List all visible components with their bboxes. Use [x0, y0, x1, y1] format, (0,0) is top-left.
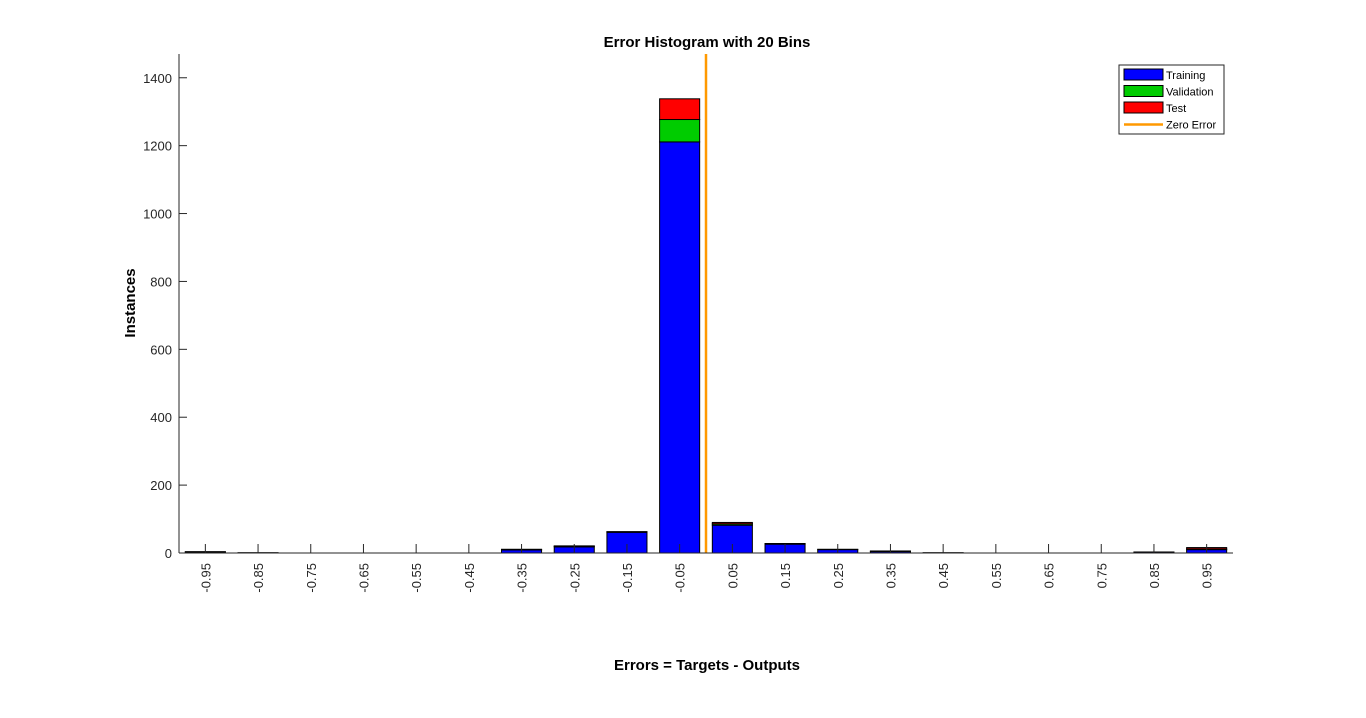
x-tick-label-3: -0.65	[356, 563, 371, 593]
bar-training-9	[659, 141, 701, 554]
x-tick-label-16: 0.65	[1042, 563, 1057, 588]
x-tick-label-9: -0.05	[673, 563, 688, 593]
legend-label-1: Validation	[1166, 87, 1214, 99]
y-axis-title: Instances	[122, 268, 139, 337]
bar-test-10	[711, 521, 753, 525]
x-tick-label-19: 0.95	[1200, 563, 1215, 588]
y-tick-label-1: 200	[150, 478, 172, 493]
x-tick-label-8: -0.15	[620, 563, 635, 593]
x-tick-label-2: -0.75	[304, 563, 319, 593]
x-tick-label-18: 0.85	[1147, 563, 1162, 588]
y-tick-label-0: 0	[165, 546, 172, 561]
x-tick-label-4: -0.55	[409, 563, 424, 593]
legend-label-3: Zero Error	[1166, 120, 1216, 132]
x-tick-label-7: -0.25	[567, 563, 582, 593]
bars-group	[184, 54, 1228, 554]
x-tick-label-6: -0.35	[515, 563, 530, 593]
y-tick-label-7: 1400	[143, 71, 172, 86]
y-tick-label-2: 400	[150, 410, 172, 425]
y-tick-label-6: 1200	[143, 139, 172, 154]
x-tick-label-10: 0.05	[725, 563, 740, 588]
legend-swatch-test	[1123, 101, 1164, 114]
bar-validation-9	[659, 119, 701, 143]
x-tick-label-17: 0.75	[1094, 563, 1109, 588]
bar-test-9	[659, 98, 701, 121]
legend-swatch-validation	[1123, 85, 1164, 97]
axes-group: 0 200 400 600 800 1000 1200 1400 -0.95 -0.85 -0.75…	[143, 54, 1233, 593]
x-tick-label-14: 0.45	[936, 563, 951, 588]
x-tick-label-11: 0.15	[778, 563, 793, 588]
x-tick-label-12: 0.25	[831, 563, 846, 588]
x-tick-label-15: 0.55	[989, 563, 1004, 588]
y-tick-label-4: 800	[150, 274, 172, 289]
legend: Training Validation Test Zero Error	[1118, 64, 1225, 135]
x-tick-label-0: -0.95	[198, 563, 213, 593]
x-tick-label-1: -0.85	[251, 563, 266, 593]
x-tick-label-5: -0.45	[462, 563, 477, 593]
legend-label-0: Training	[1166, 70, 1205, 82]
x-tick-label-13: 0.35	[883, 563, 898, 588]
legend-label-2: Test	[1166, 103, 1186, 115]
legend-swatch-training	[1123, 68, 1164, 81]
y-tick-label-5: 1000	[143, 207, 172, 222]
y-tick-label-3: 600	[150, 342, 172, 357]
x-axis-title: Errors = Targets - Outputs	[614, 657, 800, 674]
chart-title: Error Histogram with 20 Bins	[604, 34, 811, 51]
